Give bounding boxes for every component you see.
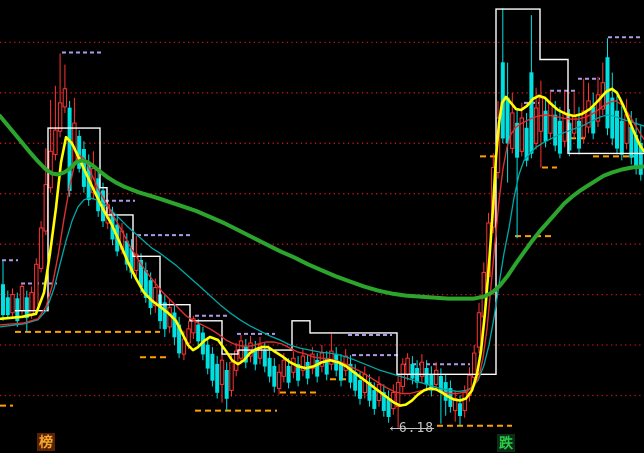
candle-up <box>586 100 591 128</box>
candle-up <box>43 184 48 232</box>
candle-up <box>533 107 539 144</box>
candle-down <box>267 357 272 377</box>
candle-down <box>215 363 220 393</box>
candle-up <box>219 359 225 385</box>
candle-up <box>153 287 158 307</box>
candle-down <box>210 353 215 381</box>
lowest-price-annotation: ←6.18 <box>390 421 435 436</box>
candle-up <box>472 352 477 378</box>
candle-down <box>286 365 291 383</box>
candle-down <box>386 398 391 418</box>
candle-down <box>262 350 267 367</box>
candle-up <box>281 359 287 377</box>
fall-tag-label: 跌 <box>497 434 515 452</box>
candle-up <box>257 344 263 359</box>
candle-down <box>557 120 562 154</box>
candle-up <box>38 227 44 269</box>
candle-up <box>400 363 406 387</box>
candle-up <box>362 373 368 393</box>
ma-mid-red <box>0 100 644 395</box>
candle-up <box>519 117 524 152</box>
candle-up <box>434 369 439 385</box>
candle-down <box>162 302 167 330</box>
platform-step-line-white <box>15 8 644 375</box>
candle-down <box>296 363 301 381</box>
candle-down <box>5 297 10 316</box>
rank-tag-label: 榜 <box>37 433 55 451</box>
candle-down <box>515 122 520 158</box>
candle-up <box>462 392 467 412</box>
candle-down <box>505 97 510 144</box>
candle-up <box>34 263 39 312</box>
ma-fast-yellow <box>0 87 644 407</box>
candle-up <box>476 312 482 348</box>
candle-up <box>62 88 68 108</box>
candle-up <box>229 361 234 391</box>
candle-down <box>614 110 619 149</box>
candle-up <box>19 286 25 312</box>
candle-up <box>419 361 425 377</box>
candle-up <box>57 102 63 132</box>
candle-up <box>548 102 553 134</box>
candle-down <box>305 361 310 379</box>
candle-up <box>186 328 191 344</box>
candle-down <box>424 367 429 385</box>
candle-down <box>638 143 643 175</box>
candle-down <box>272 365 277 387</box>
candle-down <box>372 390 377 409</box>
candle-up <box>10 294 15 314</box>
candle-down <box>357 380 362 399</box>
candle-up <box>395 381 401 408</box>
ma-season-green <box>0 114 644 301</box>
candle-down <box>619 120 624 155</box>
candle-down <box>529 72 534 154</box>
candle-up <box>538 97 544 132</box>
candle-up <box>329 350 334 365</box>
candle-up <box>29 292 34 316</box>
candle-up <box>572 114 577 134</box>
candle-up <box>562 112 567 142</box>
candle-up <box>53 129 58 155</box>
candle-down <box>348 363 353 383</box>
candle-up <box>319 352 325 367</box>
candle-down <box>381 392 386 411</box>
candle-down <box>15 298 20 322</box>
candle-down <box>148 280 153 309</box>
candle-up <box>191 318 196 334</box>
candle-up <box>310 353 315 369</box>
candle-up <box>134 253 139 271</box>
candle-down <box>172 312 177 338</box>
candle-down <box>0 284 6 316</box>
candle-up <box>300 355 306 371</box>
candle-down <box>610 97 615 139</box>
candle-down <box>576 120 581 149</box>
candle-down <box>24 297 29 319</box>
candle-down <box>457 403 462 417</box>
candle-down <box>205 344 210 369</box>
candle-down <box>415 367 420 383</box>
candle-up <box>405 357 410 375</box>
candle-up <box>72 122 77 163</box>
candle-down <box>224 369 229 399</box>
candle-down <box>524 127 529 161</box>
candle-down <box>315 359 320 377</box>
candle-up <box>276 371 282 389</box>
candle-down <box>410 363 415 379</box>
candle-down <box>553 114 558 146</box>
candle-down <box>196 324 201 342</box>
